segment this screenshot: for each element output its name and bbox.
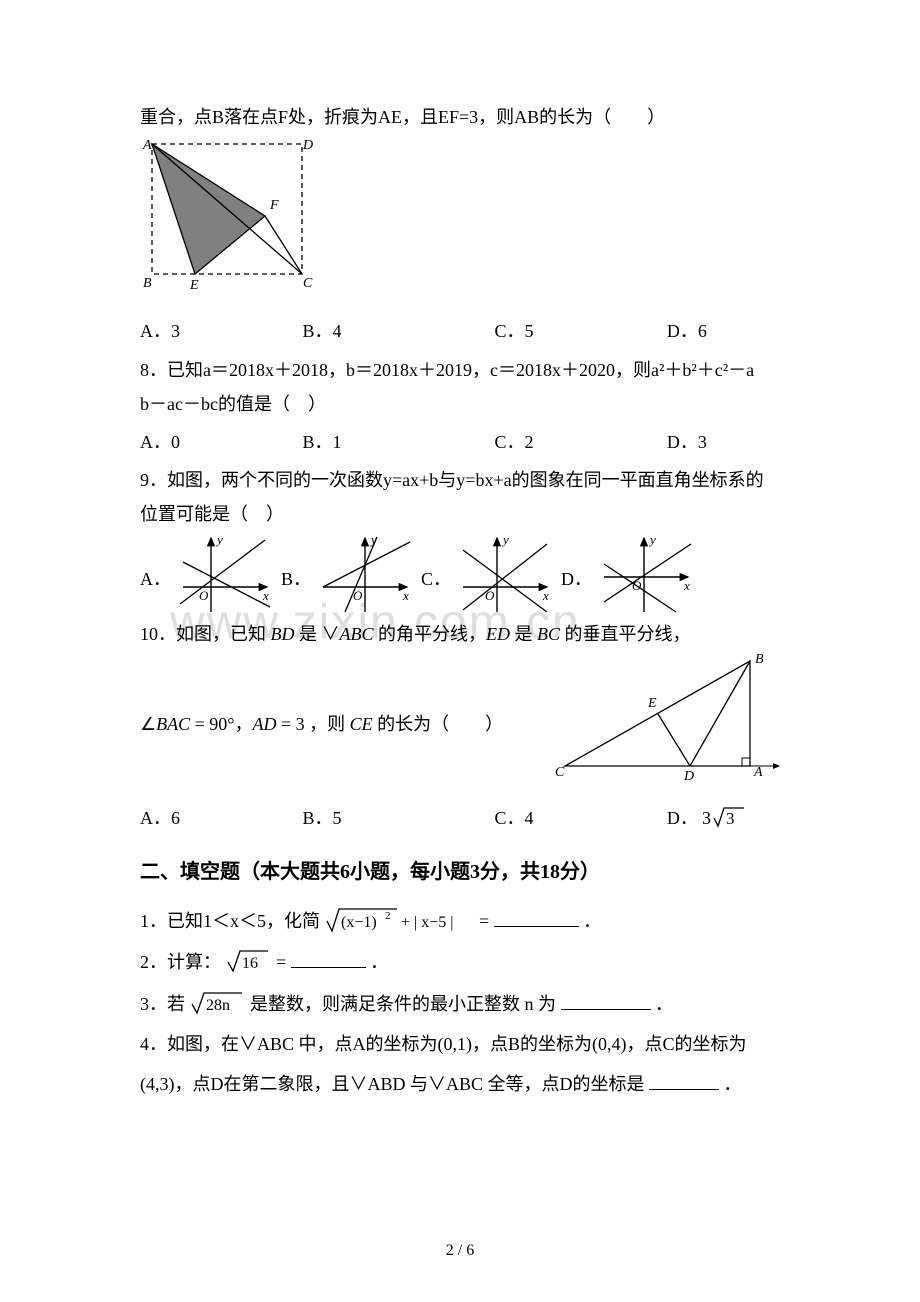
q9-option-a: A． y x O bbox=[140, 532, 275, 617]
sqrt-icon: 3 3 bbox=[702, 804, 746, 830]
svg-text:A: A bbox=[753, 765, 763, 780]
s2-q2: 2．计算： 16 = ． bbox=[140, 942, 785, 983]
s2-q3: 3．若 28n 是整数，则满足条件的最小正整数 n 为 ． bbox=[140, 984, 785, 1025]
q10-stem-line2: ∠BAC = 90°，AD = 3 ，则 CE 的长为（ ） bbox=[140, 707, 503, 741]
svg-text:3: 3 bbox=[726, 809, 735, 828]
q9-panel-d: y x O bbox=[596, 532, 696, 617]
s2-q3-mid: 是整数，则满足条件的最小正整数 n 为 bbox=[250, 994, 556, 1014]
q10-option-a: A．6 bbox=[140, 801, 302, 835]
q7-option-b: B．4 bbox=[302, 314, 494, 348]
q9-panel-c: y x O bbox=[455, 532, 555, 617]
q10-options: A．6 B．5 C．4 D． 3 3 bbox=[140, 801, 785, 835]
q10-figure: B C A E D bbox=[550, 651, 785, 797]
q9-label-b: B． bbox=[281, 562, 311, 596]
s2-q1-expr: (x−1) 2 + | x−5 | bbox=[325, 905, 475, 937]
s2-q1-suffix: = bbox=[479, 911, 489, 931]
q8-option-c: C．2 bbox=[495, 425, 667, 459]
q8-option-b: B．1 bbox=[302, 425, 494, 459]
svg-text:y: y bbox=[369, 532, 377, 547]
s2-q2-tail: ． bbox=[370, 952, 388, 972]
svg-text:x: x bbox=[402, 588, 409, 603]
q9-options: A． y x O B． y x O bbox=[140, 532, 785, 617]
svg-text:O: O bbox=[485, 588, 495, 603]
q10-row: ∠BAC = 90°，AD = 3 ，则 CE 的长为（ ） B C A E D bbox=[140, 651, 785, 797]
s2-q3-prefix: 3．若 bbox=[140, 994, 185, 1014]
q9-label-a: A． bbox=[140, 562, 171, 596]
q10-option-c: C．4 bbox=[495, 801, 667, 835]
q9-label-d: D． bbox=[561, 562, 592, 596]
q7-options: A．3 B．4 C．5 D．6 bbox=[140, 314, 785, 348]
svg-text:C: C bbox=[303, 276, 313, 291]
q8-option-d: D．3 bbox=[667, 425, 785, 459]
s2-q3-expr: 28n bbox=[190, 990, 246, 1018]
svg-text:D: D bbox=[302, 138, 313, 153]
svg-text:x: x bbox=[542, 588, 549, 603]
s2-q2-blank bbox=[291, 950, 366, 969]
svg-text:y: y bbox=[648, 532, 656, 547]
s2-q4-prefix: (4,3)，点D在第二象限，且∨ABD 与∨ABC 全等，点D的坐标是 bbox=[140, 1074, 645, 1094]
q9-panel-b: y x O bbox=[315, 532, 415, 617]
svg-text:(x−1): (x−1) bbox=[341, 914, 377, 931]
q10-option-d: D． 3 3 bbox=[667, 801, 785, 835]
svg-text:D: D bbox=[683, 769, 694, 784]
q9-option-b: B． y x O bbox=[281, 532, 415, 617]
q10-option-b: B．5 bbox=[302, 801, 494, 835]
s2-q2-suffix: = bbox=[276, 952, 286, 972]
svg-text:y: y bbox=[215, 532, 223, 547]
svg-text:+ | x−5 |: + | x−5 | bbox=[401, 914, 453, 931]
q8-stem-line2: b－ac－bc的值是（ ） bbox=[140, 387, 785, 421]
page-content: 重合，点B落在点F处，折痕为AE，且EF=3，则AB的长为（ ） A D B C… bbox=[0, 0, 920, 1104]
q7-option-d: D．6 bbox=[667, 314, 785, 348]
svg-text:A: A bbox=[142, 138, 152, 153]
svg-text:O: O bbox=[632, 578, 642, 593]
svg-text:F: F bbox=[269, 198, 279, 213]
q7-stem: 重合，点B落在点F处，折痕为AE，且EF=3，则AB的长为（ ） bbox=[140, 100, 785, 134]
s2-q1-tail: ． bbox=[583, 911, 601, 931]
s2-q3-tail: ． bbox=[655, 994, 673, 1014]
q9-stem-line2: 位置可能是（ ） bbox=[140, 497, 785, 531]
q7-option-c: C．5 bbox=[495, 314, 667, 348]
s2-q4-line1: 4．如图，在∨ABC 中，点A的坐标为(0,1)，点B的坐标为(0,4)，点C的… bbox=[140, 1025, 785, 1065]
q9-option-c: C． y x O bbox=[421, 532, 555, 617]
svg-text:y: y bbox=[501, 532, 509, 547]
s2-q4-line2: (4,3)，点D在第二象限，且∨ABD 与∨ABC 全等，点D的坐标是 ． bbox=[140, 1065, 785, 1105]
svg-text:C: C bbox=[555, 765, 565, 780]
s2-q4-tail: ． bbox=[724, 1074, 742, 1094]
q8-stem-line1: 8．已知a＝2018x＋2018，b＝2018x＋2019，c＝2018x＋20… bbox=[140, 353, 785, 387]
s2-q2-prefix: 2．计算： bbox=[140, 952, 221, 972]
page-footer: 2 / 6 bbox=[0, 1242, 920, 1260]
q10-d-prefix: D． bbox=[667, 808, 698, 828]
svg-text:28n: 28n bbox=[206, 997, 230, 1014]
svg-text:2: 2 bbox=[385, 910, 391, 922]
q9-label-c: C． bbox=[421, 562, 451, 596]
s2-q1-prefix: 1．已知1＜x＜5，化简 bbox=[140, 911, 320, 931]
s2-q1: 1．已知1＜x＜5，化简 (x−1) 2 + | x−5 | = ． bbox=[140, 901, 785, 942]
s2-q4-blank bbox=[649, 1071, 719, 1090]
q9-panel-a: y x O bbox=[175, 532, 275, 617]
svg-text:x: x bbox=[262, 588, 269, 603]
svg-text:16: 16 bbox=[242, 955, 258, 972]
svg-text:x: x bbox=[683, 578, 690, 593]
q7-option-a: A．3 bbox=[140, 314, 302, 348]
s2-q1-blank bbox=[494, 908, 579, 927]
svg-text:B: B bbox=[143, 276, 152, 291]
q9-stem-line1: 9．如图，两个不同的一次函数y=ax+b与y=bx+a的图象在同一平面直角坐标系… bbox=[140, 463, 785, 497]
svg-text:B: B bbox=[755, 652, 764, 667]
q8-options: A．0 B．1 C．2 D．3 bbox=[140, 425, 785, 459]
s2-q2-expr: 16 bbox=[226, 948, 272, 976]
q10-stem-line1: 10．如图，已知 BD 是 ∨ABC 的角平分线，ED 是 BC 的垂直平分线， bbox=[140, 617, 785, 651]
svg-text:E: E bbox=[189, 278, 199, 293]
svg-text:3: 3 bbox=[702, 808, 711, 828]
s2-q3-blank bbox=[561, 991, 651, 1010]
q8-option-a: A．0 bbox=[140, 425, 302, 459]
section-2-title: 二、填空题（本大题共6小题，每小题3分，共18分） bbox=[140, 853, 785, 891]
q7-figure: A D B C E F bbox=[140, 134, 315, 310]
svg-text:O: O bbox=[199, 588, 209, 603]
q9-option-d: D． y x O bbox=[561, 532, 696, 617]
svg-text:E: E bbox=[647, 696, 657, 711]
svg-text:O: O bbox=[353, 588, 363, 603]
